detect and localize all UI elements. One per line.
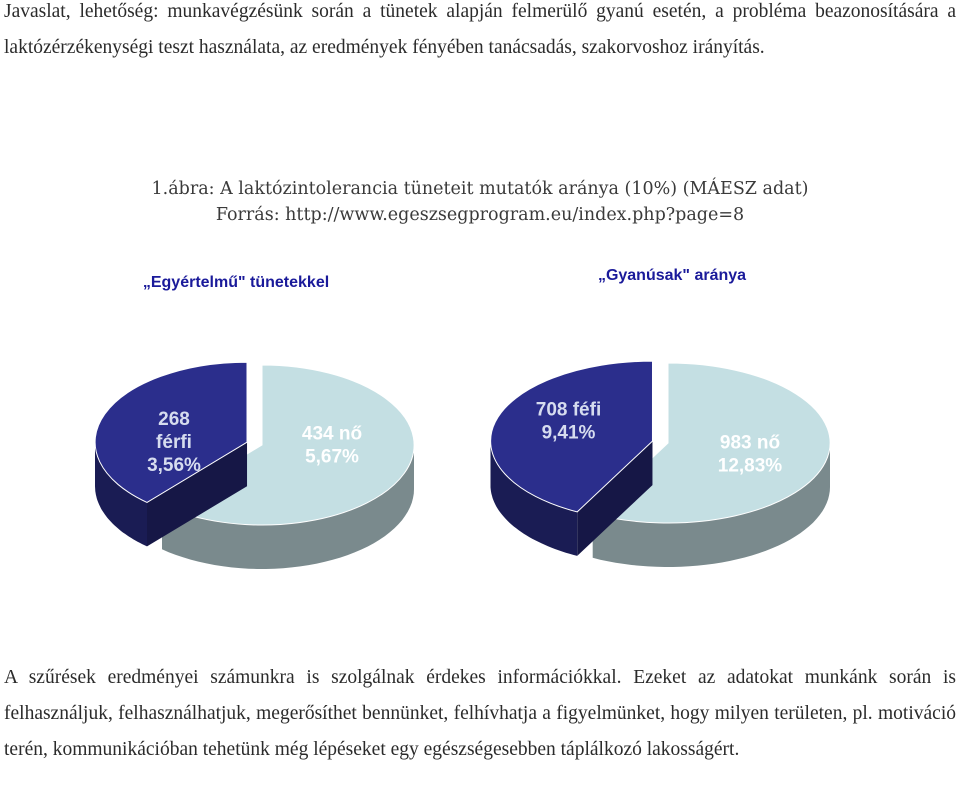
closing-paragraph: A szűrések eredményei számunkra is szolg… [4,667,956,760]
chart-title: „Gyanúsak" aránya [598,267,746,284]
slice-label: 268 [158,409,190,430]
slice-label: 9,41% [542,423,596,444]
slice-side [490,441,578,556]
slice-label: 434 nő [302,424,362,445]
slice-top [490,360,654,513]
slice-label: 708 féfi [536,400,601,421]
pie-charts-figure: „Egyértelmű" tünetekkel 434 nő5,67% 268fér… [94,267,831,569]
slice-side [95,442,147,547]
slice-label: 983 nő [720,433,780,454]
intro-paragraph: Javaslat, lehetőség: munkavégzésünk sorá… [4,1,956,58]
slice-top [94,361,248,503]
slice-side [162,445,414,569]
slice-cut-face [147,442,248,547]
chart-title: „Egyértelmű" tünetekkel [143,274,329,291]
slice-label: 3,56% [147,455,201,476]
slice-label: 12,83% [718,456,783,477]
figure-caption-source: Forrás: http://www.egeszsegprogram.eu/in… [215,205,745,225]
slice-side [592,443,830,567]
slice-cut-face [577,441,653,556]
slice-label: 5,67% [305,447,359,468]
slice-label: férfi [156,432,192,453]
pie-chart-1: „Egyértelmű" tünetekkel 434 nő5,67% 268fér… [94,274,415,569]
figure-caption-title: 1.ábra: A laktózintolerancia tüneteit mu… [151,179,809,199]
